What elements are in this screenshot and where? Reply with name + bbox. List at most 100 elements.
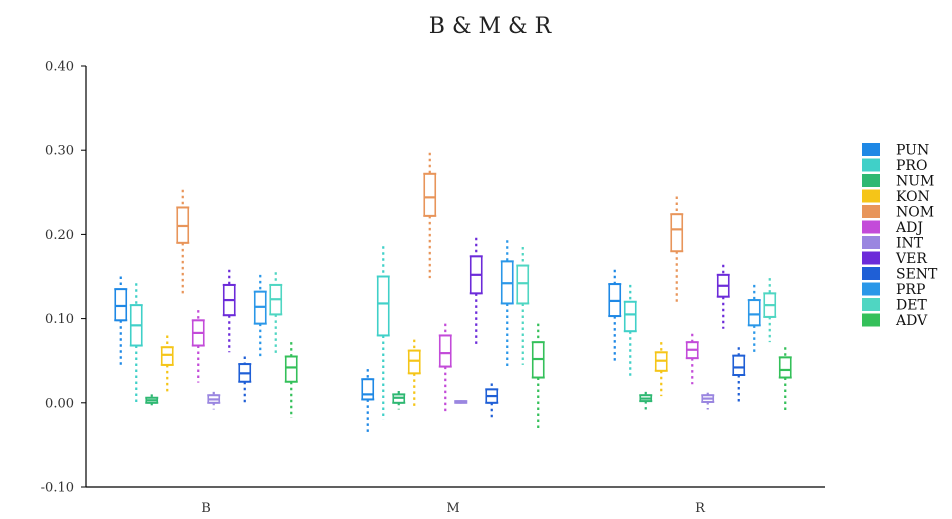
legend-label: INT xyxy=(896,236,924,252)
box-int-r xyxy=(701,392,715,410)
legend-swatch xyxy=(862,282,880,296)
box-pro-b xyxy=(129,283,143,406)
legend-item-sent: SENT xyxy=(862,267,938,283)
box-num-r xyxy=(639,391,653,410)
box-iqr xyxy=(114,288,128,322)
box-prp-m xyxy=(500,240,514,368)
box-iqr xyxy=(160,346,174,366)
box-iqr xyxy=(361,378,375,401)
legend-item-nom: NOM xyxy=(862,205,934,221)
y-tick-label: 0.30 xyxy=(45,144,74,159)
box-iqr xyxy=(376,275,390,337)
y-tick-label: -0.10 xyxy=(41,481,74,496)
box-det-r xyxy=(763,278,777,343)
box-pro-r xyxy=(623,284,637,376)
box-nom-b xyxy=(176,189,190,294)
legend-swatch xyxy=(862,220,880,234)
box-pun-m xyxy=(361,369,375,434)
x-category-label: M xyxy=(446,501,459,516)
legend-item-pro: PRO xyxy=(862,158,927,174)
box-num-b xyxy=(145,394,159,408)
box-prp-b xyxy=(253,274,267,357)
box-ver-b xyxy=(222,269,236,353)
box-int-b xyxy=(207,391,221,410)
legend-item-ver: VER xyxy=(862,251,927,267)
x-category-label: R xyxy=(695,501,706,516)
legend-item-det: DET xyxy=(862,298,927,314)
box-iqr xyxy=(778,356,792,379)
legend-label: NOM xyxy=(896,205,934,221)
box-det-b xyxy=(269,272,283,354)
legend-swatch xyxy=(862,251,880,265)
legend-swatch xyxy=(862,205,880,218)
box-iqr xyxy=(423,172,437,217)
box-num-m xyxy=(392,391,406,410)
box-ver-r xyxy=(716,264,730,329)
y-tick-label: 0.10 xyxy=(45,312,74,327)
box-iqr xyxy=(516,264,530,305)
box-iqr xyxy=(670,213,684,253)
box-pun-r xyxy=(608,269,622,363)
box-nom-r xyxy=(670,196,684,305)
box-iqr xyxy=(623,300,637,333)
box-adj-m xyxy=(438,323,452,414)
box-pun-b xyxy=(114,276,128,365)
box-iqr xyxy=(284,355,298,383)
legend-label: NUM xyxy=(896,174,934,190)
box-kon-m xyxy=(407,339,421,407)
box-iqr xyxy=(438,334,452,368)
box-sent-m xyxy=(485,383,499,420)
box-sent-r xyxy=(732,347,746,404)
axes: -0.10 0.00 0.10 0.20 0.30 0.40 B M R xyxy=(41,60,825,516)
box-iqr xyxy=(732,354,746,376)
legend-swatch xyxy=(862,298,880,311)
legend-label: KON xyxy=(896,189,930,205)
x-category-label: B xyxy=(201,501,211,516)
legend-label: ADJ xyxy=(895,220,923,236)
legend-item-adv: ADV xyxy=(862,313,928,329)
box-adv-r xyxy=(778,347,792,412)
legend-label: PRO xyxy=(896,158,927,174)
box-kon-b xyxy=(160,335,174,395)
legend-swatch xyxy=(862,236,880,249)
box-adj-r xyxy=(685,333,699,385)
legend-label: PRP xyxy=(896,282,925,298)
box-nom-m xyxy=(423,152,437,279)
legend-item-prp: PRP xyxy=(862,282,925,298)
chart-title: B & M & R xyxy=(429,14,553,39)
y-tick-label: 0.20 xyxy=(45,228,74,243)
legend-label: PUN xyxy=(896,143,929,159)
legend-swatch xyxy=(862,189,880,203)
box-prp-r xyxy=(747,284,761,354)
box-iqr xyxy=(747,299,761,327)
legend-item-kon: KON xyxy=(862,189,930,205)
box-int-m xyxy=(454,400,468,404)
legend-label: SENT xyxy=(896,267,938,283)
box-pro-m xyxy=(376,246,390,420)
box-adv-b xyxy=(284,342,298,418)
legend-item-num: NUM xyxy=(862,174,934,190)
legend-item-pun: PUN xyxy=(862,143,929,159)
y-tick-label: 0.00 xyxy=(45,396,74,411)
legend-swatch xyxy=(862,174,880,187)
box-iqr xyxy=(407,349,421,375)
legend-item-int: INT xyxy=(862,236,924,252)
legend-swatch xyxy=(862,143,880,156)
box-det-m xyxy=(516,247,530,365)
legend-label: ADV xyxy=(895,313,928,329)
y-tick-label: 0.40 xyxy=(45,60,74,75)
legend-label: DET xyxy=(896,298,927,314)
box-adv-m xyxy=(531,323,545,429)
legend-item-adj: ADJ xyxy=(862,220,923,236)
box-adj-b xyxy=(191,310,205,383)
box-ver-m xyxy=(469,237,483,346)
plot-area xyxy=(114,152,792,434)
box-kon-r xyxy=(654,342,668,397)
legend-swatch xyxy=(862,267,880,280)
box-sent-b xyxy=(238,356,252,403)
legend-swatch xyxy=(862,313,880,327)
legend-label: VER xyxy=(895,251,927,267)
legend-swatch xyxy=(862,158,880,172)
